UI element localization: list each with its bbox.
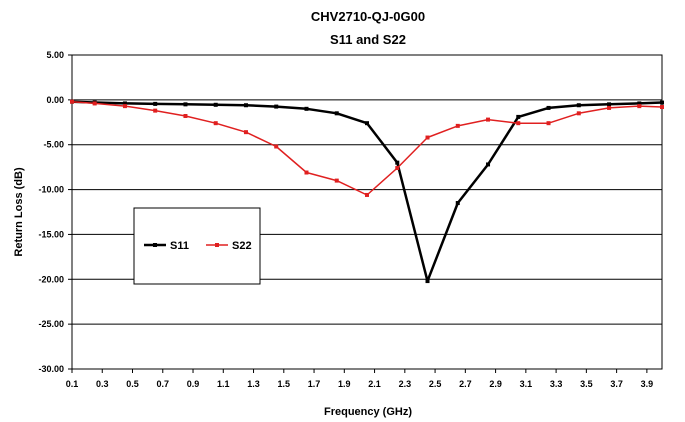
data-point-s22 <box>660 105 664 110</box>
data-point-s11 <box>425 279 430 284</box>
data-point-s22 <box>213 121 218 126</box>
x-tick-label: 2.5 <box>429 379 442 389</box>
data-point-s22 <box>243 130 248 135</box>
data-point-s22 <box>304 170 309 175</box>
series-line-s22 <box>71 100 663 196</box>
x-tick-label: 1.1 <box>217 379 230 389</box>
y-tick-label: -20.00 <box>38 274 64 284</box>
x-tick-label: 0.1 <box>66 379 79 389</box>
data-point-s11 <box>365 121 369 126</box>
data-point-s22 <box>122 104 127 109</box>
x-tick-label: 3.5 <box>580 379 593 389</box>
y-axis-ticks: 5.00 0.00 -5.00 -10.00 -15.00 -20.00 -25.00 -30… <box>38 50 72 374</box>
y-tick-label: -10.00 <box>38 185 64 195</box>
legend-label-s11: S11 <box>170 240 189 252</box>
data-point-s22 <box>92 101 97 106</box>
data-point-s22 <box>153 108 158 113</box>
x-tick-label: 2.9 <box>489 379 502 389</box>
x-axis-ticks: 0.1 0.3 0.5 0.7 0.9 1.1 1.3 1.5 1.7 1.9 2.1 2.3 2.5 2… <box>66 369 653 389</box>
data-point-s11 <box>183 102 188 107</box>
y-tick-label: -30.00 <box>38 364 64 374</box>
x-tick-label: 0.9 <box>187 379 200 389</box>
data-point-s11 <box>334 111 339 116</box>
data-point-s11 <box>486 162 491 167</box>
data-point-s11 <box>243 103 248 108</box>
y-tick-label: 5.00 <box>46 50 64 60</box>
data-point-s11 <box>213 102 218 107</box>
data-point-s11 <box>304 106 309 111</box>
y-axis-label: Return Loss (dB) <box>13 167 25 257</box>
x-tick-label: 3.3 <box>550 379 563 389</box>
data-point-s11 <box>122 101 127 106</box>
x-tick-label: 2.7 <box>459 379 472 389</box>
y-tick-label: -5.00 <box>43 140 64 150</box>
data-point-s22 <box>70 99 74 104</box>
data-point-s11 <box>153 101 158 106</box>
data-point-s22 <box>455 123 460 128</box>
data-point-s11 <box>637 101 642 106</box>
legend-marker-s11 <box>153 243 157 247</box>
x-axis-label: Frequency (GHz) <box>324 406 412 418</box>
y-tick-label: 0.00 <box>46 95 64 105</box>
x-tick-label: 2.1 <box>368 379 381 389</box>
x-tick-label: 1.9 <box>338 379 351 389</box>
data-point-s11 <box>395 160 400 165</box>
x-tick-label: 1.7 <box>308 379 321 389</box>
data-point-s22 <box>334 178 339 183</box>
data-point-s22 <box>395 166 400 171</box>
x-tick-label: 1.5 <box>278 379 291 389</box>
data-point-s22 <box>486 117 491 122</box>
x-tick-label: 0.7 <box>157 379 170 389</box>
data-point-s22 <box>183 114 188 119</box>
chart-title: CHV2710-QJ-0G00 <box>311 9 425 24</box>
y-tick-label: -25.00 <box>38 319 64 329</box>
data-point-s11 <box>546 105 551 110</box>
data-point-s22 <box>546 121 551 126</box>
series-lines <box>70 99 664 284</box>
data-point-s11 <box>274 104 279 109</box>
x-tick-label: 0.5 <box>126 379 139 389</box>
data-point-s11 <box>576 103 581 108</box>
data-point-s22 <box>425 135 430 140</box>
x-tick-label: 3.9 <box>641 379 654 389</box>
legend: S11 S22 <box>133 207 261 285</box>
legend-marker-s22 <box>215 243 219 247</box>
data-point-s22 <box>637 104 642 109</box>
y-tick-label: -15.00 <box>38 229 64 239</box>
x-tick-label: 0.3 <box>96 379 109 389</box>
data-point-s22 <box>576 111 581 116</box>
legend-label-s22: S22 <box>232 240 252 252</box>
data-point-s11 <box>660 100 664 105</box>
chart-subtitle: S11 and S22 <box>330 32 406 47</box>
data-point-s22 <box>365 192 369 197</box>
x-tick-label: 3.1 <box>520 379 533 389</box>
data-point-s22 <box>516 121 521 126</box>
data-point-s11 <box>607 102 612 107</box>
x-tick-label: 3.7 <box>610 379 623 389</box>
data-point-s11 <box>455 201 460 206</box>
data-point-s22 <box>607 105 612 110</box>
data-point-s22 <box>274 144 279 149</box>
plot-area-border <box>71 54 663 370</box>
x-tick-label: 2.3 <box>399 379 412 389</box>
x-tick-label: 1.3 <box>247 379 260 389</box>
data-point-s11 <box>516 114 521 119</box>
